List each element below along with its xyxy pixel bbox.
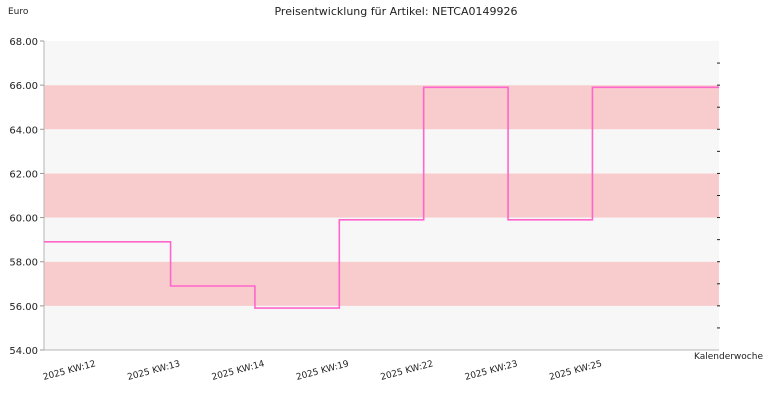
plot-band: [44, 85, 719, 130]
plot-bands: [44, 41, 719, 350]
x-tick-label: 2025 KW:22: [380, 359, 435, 383]
plot-band: [44, 305, 719, 350]
y-tick-label: 64.00: [9, 125, 38, 136]
price-step-line: [44, 86, 719, 309]
price-series: [44, 86, 719, 309]
plot-band: [44, 217, 719, 262]
x-tick-label: 2025 KW:12: [42, 359, 97, 383]
chart-title: Preisentwicklung für Artikel: NETCA01499…: [274, 5, 517, 18]
axes: [40, 40, 720, 351]
x-tick-label: 2025 KW:23: [464, 359, 519, 383]
y-tick-labels: 54.00 56.00 58.00 60.00 62.00 64.00 66.00 68.00: [9, 37, 38, 357]
x-tick-labels: 2025 KW:12 2025 KW:13 2025 KW:14 2025 KW:19…: [42, 359, 603, 383]
plot-band: [44, 261, 719, 306]
y-axis-label: Euro: [8, 7, 29, 17]
plot-band: [44, 41, 719, 86]
y-tick-label: 54.00: [9, 346, 38, 357]
plot-band: [44, 129, 719, 174]
y-tick-label: 58.00: [9, 258, 38, 269]
y-tick-label: 62.00: [9, 169, 38, 180]
x-tick-label: 2025 KW:25: [548, 359, 603, 383]
plot-band: [44, 173, 719, 218]
x-tick-label: 2025 KW:19: [295, 359, 350, 383]
x-tick-label: 2025 KW:13: [126, 359, 181, 383]
y-tick-label: 56.00: [9, 302, 38, 313]
y-tick-label: 60.00: [9, 214, 38, 225]
y-tick-label: 66.00: [9, 81, 38, 92]
x-tick-label: 2025 KW:14: [211, 359, 266, 383]
y-tick-label: 68.00: [9, 37, 38, 48]
x-axis-label: Kalenderwoche: [694, 352, 763, 362]
